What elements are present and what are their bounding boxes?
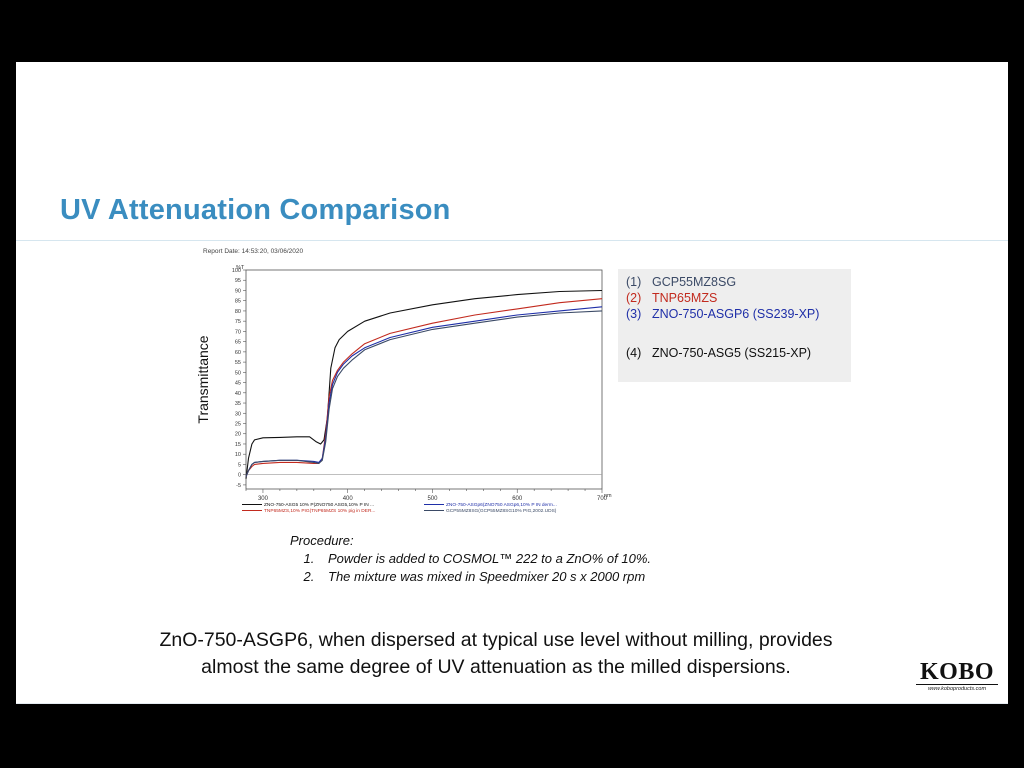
legend-label: GCP55MZ8SG <box>652 275 737 289</box>
series-line <box>245 310 603 477</box>
bottom-legend-label: GCP55MZ8SG(GCP55MZ8SG10% PIG,2002.UDS) <box>446 508 557 514</box>
y-tick-label: 65 <box>235 340 241 346</box>
legend-number: (1) <box>626 275 642 289</box>
series-line <box>245 298 603 477</box>
legend-number: (3) <box>626 307 642 321</box>
y-tick-label: 40 <box>235 391 241 397</box>
bottom-legend-label: TNP65MZS,10% PIG(TNP65MZS 10% pig in DER… <box>264 508 375 514</box>
y-tick-label: 100 <box>232 268 241 274</box>
y-tick-label: 70 <box>235 329 241 335</box>
slide-title: UV Attenuation Comparison <box>60 194 451 226</box>
y-tick-label: 95 <box>235 278 241 284</box>
y-tick-label: 80 <box>235 309 241 315</box>
procedure-heading: Procedure: <box>290 533 354 548</box>
procedure-step: The mixture was mixed in Speedmixer 20 s… <box>318 568 651 586</box>
conclusion-line: ZnO-750-ASGP6, when dispersed at typical… <box>159 629 833 651</box>
x-tick-label: 500 <box>427 496 438 502</box>
y-tick-label: 25 <box>235 422 241 428</box>
y-tick-label: 0 <box>238 473 241 479</box>
y-unit-label: %T <box>236 265 245 271</box>
y-tick-label: 30 <box>235 411 241 417</box>
y-tick-label: 15 <box>235 442 241 448</box>
x-unit-label: nm <box>604 493 612 499</box>
x-tick-label: 400 <box>343 496 354 502</box>
legend-label: ZNO-750-ASG5 (SS215-XP) <box>652 346 812 360</box>
kobo-logo: KOBO www.koboproducts.com <box>916 660 998 692</box>
conclusion-text: ZnO-750-ASGP6, when dispersed at typical… <box>56 627 936 681</box>
bottom-divider <box>16 703 1008 704</box>
x-tick-label: 600 <box>512 496 523 502</box>
report-date: Report Date: 14:53:20, 03/06/2020 <box>203 248 304 255</box>
transmittance-chart: Report Date: 14:53:20, 03/06/2020 -5 0 5 10… <box>190 242 618 522</box>
x-tick-label: 700 <box>597 496 608 502</box>
legend-label: TNP65MZS <box>652 291 718 305</box>
y-tick-label: 55 <box>235 360 241 366</box>
procedure-steps: Powder is added to COSMOL™ 222 to a ZnO%… <box>288 550 651 586</box>
y-tick-label: 20 <box>235 432 241 438</box>
procedure-block: Procedure: Powder is added to COSMOL™ 22… <box>288 532 651 586</box>
plot-frame <box>245 269 603 490</box>
y-tick-label: 50 <box>235 370 241 376</box>
y-tick-label: 90 <box>235 288 241 294</box>
legend-number: (2) <box>626 291 642 305</box>
y-tick-label: -5 <box>236 483 241 489</box>
bottom-legend-label: ZNO-750-ASG5 10% P(ZNO750 ASG5,10% P IN … <box>264 502 374 508</box>
y-tick-label: 85 <box>235 299 241 305</box>
y-tick-label: 60 <box>235 350 241 356</box>
logo-url: www.koboproducts.com <box>927 686 987 692</box>
procedure-step: Powder is added to COSMOL™ 222 to a ZnO%… <box>318 550 651 568</box>
conclusion-line: almost the same degree of UV attenuation… <box>201 656 791 678</box>
chart-svg: -5 0 5 10 15 20 25 30 35 40 45 50 55 60 65 70 75 80 85 90 95… <box>195 265 612 514</box>
bottom-legend-label: ZNO-750-ASGp6(ZNO750 ASGp6,10% P IN derm… <box>446 502 557 508</box>
legend-box: (1) GCP55MZ8SG (2) TNP65MZS (3) ZNO-750-… <box>618 269 851 382</box>
logo-wordmark: KOBO <box>916 660 998 685</box>
y-tick-label: 35 <box>235 401 241 407</box>
y-tick-label: 10 <box>235 452 241 458</box>
y-tick-label: 5 <box>238 462 241 468</box>
x-tick-label: 300 <box>258 496 269 502</box>
legend-number: (4) <box>626 346 642 360</box>
y-tick-label: 45 <box>235 381 241 387</box>
y-tick-label: 75 <box>235 319 241 325</box>
y-axis-label: Transmittance <box>195 335 211 423</box>
slide: UV Attenuation Comparison Report Date: 1… <box>16 62 1008 704</box>
title-divider <box>16 240 1008 241</box>
legend-label: ZNO-750-ASGP6 (SS239-XP) <box>652 307 820 321</box>
